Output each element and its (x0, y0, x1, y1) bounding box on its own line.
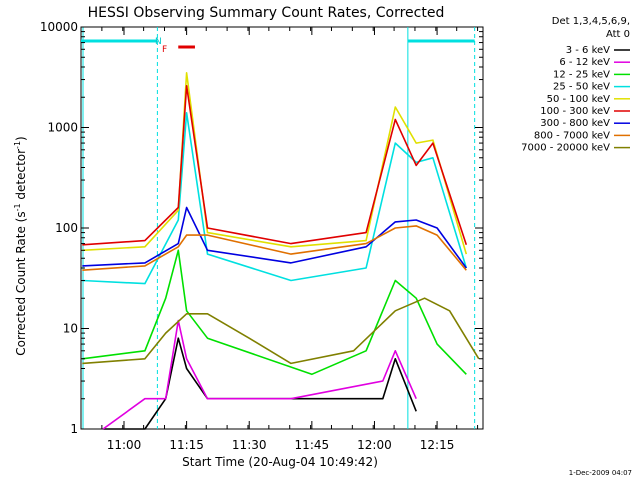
y-axis-title-exp1: -1 (13, 203, 22, 211)
x-tick-label: 11:45 (295, 438, 330, 452)
y-axis: 1 10 100 1000 10000 (40, 20, 483, 436)
series-line-6 (82, 85, 468, 246)
legend-label: 3 - 6 keV (566, 45, 610, 56)
series-line-1 (103, 337, 417, 430)
legend-label: 50 - 100 keV (547, 94, 611, 105)
legend-label: 6 - 12 keV (559, 57, 610, 68)
timestamp: 1-Dec-2009 04:07 (569, 469, 632, 477)
y-axis-title-mid: detector (14, 149, 28, 204)
series-line-5 (82, 72, 468, 255)
y-axis-title-end: ) (14, 136, 28, 141)
chart-title: HESSI Observing Summary Count Rates, Cor… (88, 5, 445, 21)
y-tick-label: 1000 (47, 121, 78, 135)
x-tick-label: 12:00 (357, 438, 392, 452)
x-tick-label: 11:00 (107, 438, 142, 452)
x-axis: 11:00 11:15 11:30 11:45 12:00 12:15 (80, 27, 479, 452)
x-tick-label: 11:15 (169, 438, 204, 452)
orbit-bars (81, 27, 476, 429)
y-axis-title: Corrected Count Rate (s-1 detector-1) (13, 136, 28, 355)
legend-label: 300 - 800 keV (540, 118, 610, 129)
legend-label: 100 - 300 keV (540, 106, 610, 117)
series-line-4 (82, 112, 468, 285)
series-line-2 (102, 319, 417, 430)
legend-label: 25 - 50 keV (553, 82, 610, 93)
x-tick-label: 11:30 (232, 438, 267, 452)
legend-header-1: Det 1,3,4,5,6,9, (552, 16, 630, 27)
flare-label: F (162, 45, 167, 55)
legend-label: 800 - 7000 keV (534, 130, 610, 141)
x-tick-label: 12:15 (420, 438, 455, 452)
y-axis-title-main: Corrected Count Rate (s (14, 211, 28, 355)
y-tick-label: 10 (63, 322, 78, 336)
series-line-8 (82, 225, 467, 271)
y-axis-title-exp2: -1 (13, 141, 22, 149)
series-line-7 (82, 206, 467, 269)
legend-header-2: Att 0 (606, 29, 630, 40)
y-tick-label: 10000 (40, 20, 78, 34)
series-group (82, 72, 480, 430)
x-axis-title: Start Time (20-Aug-04 10:49:42) (182, 455, 378, 469)
legend-label: 7000 - 20000 keV (521, 143, 610, 154)
y-tick-label: 100 (55, 221, 78, 235)
legend-label: 12 - 25 keV (553, 69, 610, 80)
night-label: N (155, 37, 162, 47)
y-tick-label: 1 (70, 422, 78, 436)
series-line-3 (82, 249, 467, 376)
series-line-9 (82, 297, 480, 365)
